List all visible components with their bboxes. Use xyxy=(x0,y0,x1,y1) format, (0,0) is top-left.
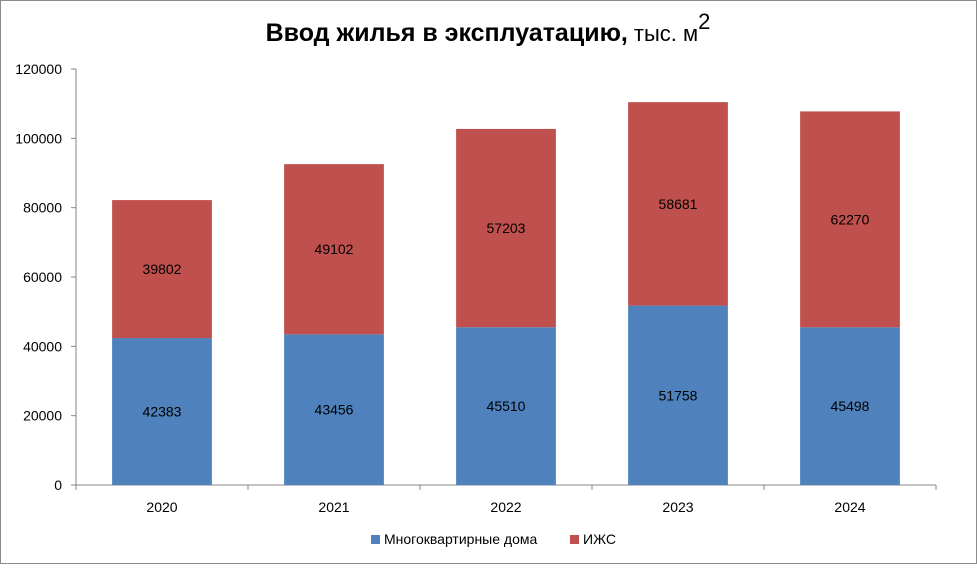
bar-apartments-2022 xyxy=(456,327,556,485)
legend-label: ИЖС xyxy=(583,531,616,547)
y-tick-label: 20000 xyxy=(23,408,62,424)
x-tick-label: 2022 xyxy=(490,499,521,515)
x-tick-label: 2021 xyxy=(318,499,349,515)
legend-swatch xyxy=(570,535,579,544)
legend-swatch xyxy=(371,535,380,544)
chart-title-main: Ввод жилья в эксплуатацию, xyxy=(266,19,628,47)
bar-apartments-2024 xyxy=(800,327,900,485)
data-label: 57203 xyxy=(487,220,526,236)
y-tick-label: 120000 xyxy=(15,61,62,77)
data-label: 58681 xyxy=(659,196,698,212)
chart-title-unit: тыс. м xyxy=(634,21,698,46)
bar-apartments-2021 xyxy=(284,334,384,485)
chart-title-unit-superscript: 2 xyxy=(698,9,710,34)
bar-izhs-2022 xyxy=(456,128,556,328)
x-axis: 2020 2021 2022 2023 2024 xyxy=(75,484,937,515)
legend: Многоквартирные дома ИЖС xyxy=(371,531,616,547)
data-label: 51758 xyxy=(659,387,698,403)
y-tick-label: 100000 xyxy=(15,130,62,146)
bar-izhs-2024 xyxy=(800,111,900,328)
y-tick-label: 80000 xyxy=(23,200,62,216)
bar-apartments-2023 xyxy=(628,305,728,485)
y-tick-label: 0 xyxy=(54,477,62,493)
bars-group xyxy=(112,102,900,485)
data-label: 45498 xyxy=(831,398,870,414)
y-tick-label: 40000 xyxy=(23,338,62,354)
data-label: 43456 xyxy=(315,402,354,418)
y-axis: 0 20000 40000 60000 80000 100000 120000 xyxy=(15,61,77,493)
bar-izhs-2023 xyxy=(628,102,728,306)
chart-title: Ввод жилья в эксплуатацию, тыс. м2 xyxy=(266,9,711,47)
bar-izhs-2021 xyxy=(284,164,384,335)
legend-label: Многоквартирные дома xyxy=(384,531,538,547)
data-label: 62270 xyxy=(831,211,870,227)
bar-izhs-2020 xyxy=(112,200,212,339)
x-tick-label: 2020 xyxy=(146,499,177,515)
y-tick-label: 60000 xyxy=(23,269,62,285)
data-label: 39802 xyxy=(143,261,182,277)
bar-apartments-2020 xyxy=(112,338,212,485)
data-labels-group: 42383 39802 43456 49102 45510 57203 51758 58681… xyxy=(143,196,870,420)
data-label: 49102 xyxy=(315,241,354,257)
data-label: 42383 xyxy=(143,404,182,420)
x-tick-label: 2024 xyxy=(834,499,865,515)
x-tick-label: 2023 xyxy=(662,499,693,515)
data-label: 45510 xyxy=(487,398,526,414)
